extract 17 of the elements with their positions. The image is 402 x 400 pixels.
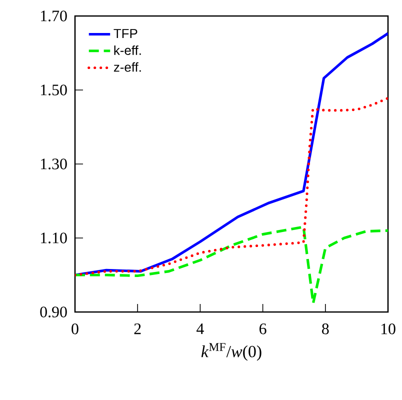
y-tick-label: 1.30	[40, 158, 67, 170]
y-tick-label: 1.10	[40, 232, 67, 244]
x-tick-label: 4	[196, 324, 204, 334]
legend-label: k-eff.	[114, 45, 141, 55]
y-tick-label: 0.90	[40, 306, 67, 318]
line-series	[75, 96, 388, 276]
y-tick-label: 1.70	[40, 10, 67, 22]
y-tick-label: 1.50	[40, 84, 67, 96]
line-series	[75, 226, 388, 304]
x-tick-label: 6	[260, 324, 266, 334]
legend-label: TFP	[114, 29, 138, 38]
x-axis-title: k$^{MF}$/w(0)	[201, 343, 262, 361]
legend-label: z-eff.	[114, 62, 141, 72]
x-tick-label: 10	[381, 324, 396, 334]
x-tick-label: 0	[72, 324, 78, 334]
x-tick-label: 2	[134, 324, 141, 334]
x-tick-label: 8	[322, 324, 329, 334]
